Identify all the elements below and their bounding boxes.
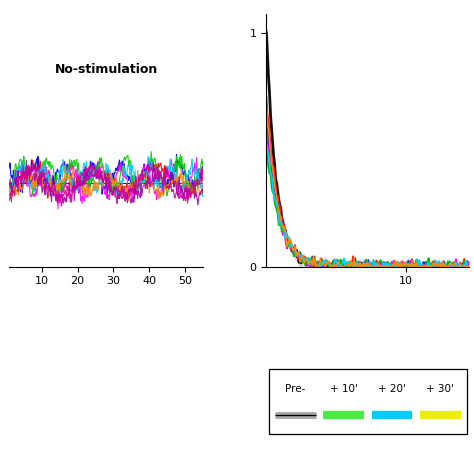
Text: + 20': + 20' [378,384,406,394]
Text: + 30': + 30' [427,384,454,394]
Text: + 10': + 10' [330,384,358,394]
Text: No-stimulation: No-stimulation [55,63,158,76]
Text: Pre-: Pre- [285,384,306,394]
